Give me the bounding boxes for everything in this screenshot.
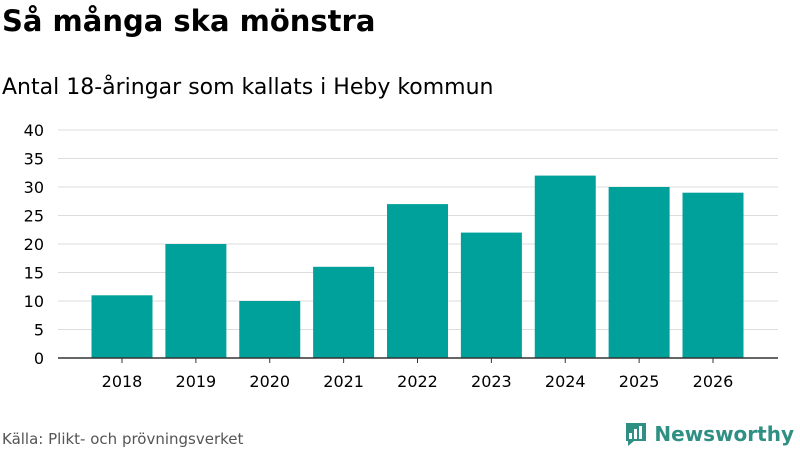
bar [534,175,596,358]
brand-logo: Newsworthy [624,421,794,447]
y-tick-label: 10 [24,292,44,311]
x-tick-label: 2025 [619,372,660,391]
bar [460,232,522,358]
x-tick-label: 2026 [693,372,734,391]
y-tick-label: 0 [34,349,44,368]
chart-subtitle: Antal 18-åringar som kallats i Heby komm… [2,75,494,100]
y-tick-label: 20 [24,235,44,254]
x-tick-label: 2024 [545,372,586,391]
y-tick-label: 15 [24,264,44,283]
newsworthy-logo-icon [626,423,647,446]
x-tick-label: 2018 [102,372,143,391]
bar [608,187,670,358]
brand-name: Newsworthy [654,422,794,446]
bar [387,204,448,358]
bar [165,244,227,358]
bar [239,301,301,358]
y-tick-label: 35 [24,150,44,169]
bar [91,295,153,358]
x-tick-label: 2020 [249,372,290,391]
x-tick-label: 2022 [397,372,438,391]
bar [313,266,375,358]
x-tick-label: 2019 [176,372,217,391]
y-tick-label: 30 [24,178,44,197]
y-tick-label: 25 [24,207,44,226]
bar [682,192,744,358]
x-tick-label: 2021 [323,372,364,391]
x-tick-label: 2023 [471,372,512,391]
y-tick-label: 5 [34,321,44,340]
source-note: Källa: Plikt- och prövningsverket [2,430,244,448]
chart-title: Så många ska mönstra [2,4,376,38]
y-tick-label: 40 [24,121,44,140]
